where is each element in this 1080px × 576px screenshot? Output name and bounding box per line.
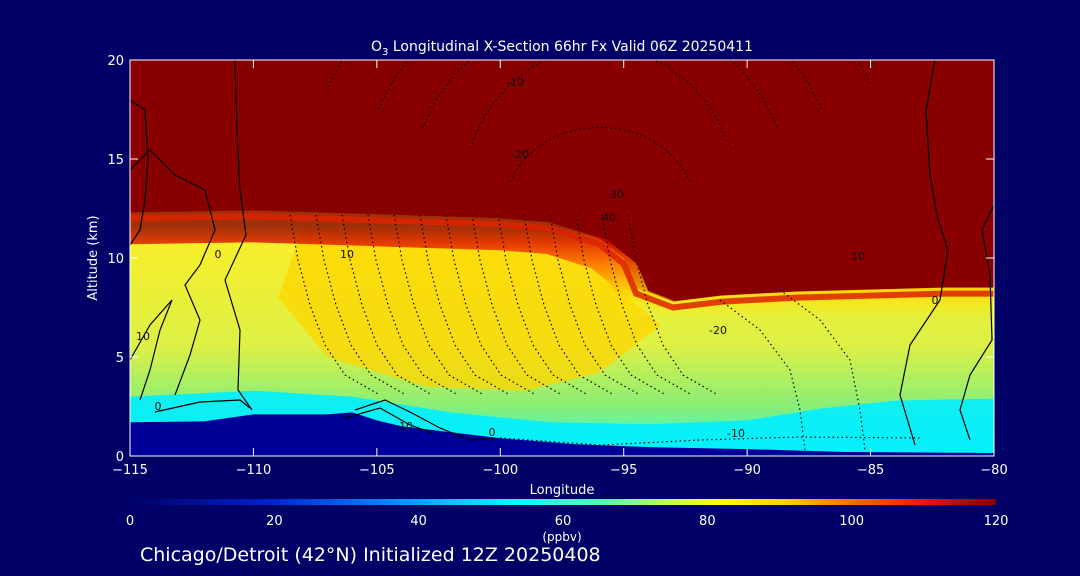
x-tick-label: −110 [236, 463, 272, 478]
x-tick-label: −115 [112, 463, 148, 478]
x-tick-label: −80 [980, 463, 1007, 478]
contour-line-dotted-13 [497, 214, 589, 396]
colorbar-tick-label: 60 [555, 514, 572, 529]
footer-caption: Chicago/Detroit (42°N) Initialized 12Z 2… [140, 544, 601, 566]
colorbar-tick-label: 20 [266, 514, 283, 529]
contour-label: -20 [709, 324, 727, 337]
x-tick-label: −85 [857, 463, 884, 478]
y-tick-label: 5 [116, 351, 124, 366]
ozone-maximum-fill [278, 228, 661, 391]
contour-label: 0 [932, 294, 939, 307]
x-axis: −115 −110 −105 −100 −95 −90 −85 −80 [112, 60, 1008, 478]
contour-line-dotted-20 [779, 289, 866, 451]
chart-title: O3 Longitudinal X-Section 66hr Fx Valid … [371, 39, 753, 58]
contour-line-dotted-10 [419, 214, 511, 396]
contour-label: -30 [606, 188, 624, 201]
colorbar-tick-label: 0 [126, 514, 134, 529]
colorbar [130, 499, 996, 505]
contour-line-solid-8 [344, 407, 433, 434]
contour-line-dotted-19 [719, 299, 806, 451]
tropopause-edge [130, 213, 994, 311]
colorbar-tick-label: 80 [699, 514, 716, 529]
colorbar-unit-label: (ppbv) [542, 530, 581, 544]
y-tick-label: 10 [107, 252, 124, 267]
y-axis: 0 5 10 15 20 [107, 54, 994, 465]
contour-line-solid-3 [130, 299, 173, 401]
contour-line-solid-4 [899, 60, 949, 446]
contour-line-dotted-12 [471, 214, 563, 396]
contour-label: 0 [215, 248, 222, 261]
colorbar-tick-label: 100 [839, 514, 864, 529]
contour-label: -10 [727, 427, 745, 440]
contour-line-dotted-15 [549, 214, 641, 396]
contour-line-solid-7 [354, 399, 496, 441]
contour-line-solid-6 [154, 399, 251, 413]
contour-line-dotted-5 [289, 214, 381, 396]
contour-label: -10 [395, 420, 413, 433]
contour-label: 0 [489, 426, 496, 439]
x-tick-label: −90 [733, 463, 760, 478]
contour-line-dotted-16 [575, 214, 667, 396]
contour-label: 10 [136, 330, 150, 343]
contour-label: 10 [851, 250, 865, 263]
contour-line-dotted-7 [341, 214, 433, 396]
colorbar-ticks: 0 20 40 60 80 100 120 [126, 514, 1009, 529]
contour-line-dotted-18 [627, 214, 719, 396]
y-tick-label: 0 [116, 450, 124, 465]
contour-label: -40 [598, 211, 616, 224]
contour-line-solid-0 [224, 60, 253, 411]
contour-labels: -10 -20 -30 -40 10 0 10 0 -20 -10 10 -10 0 0 [136, 76, 939, 440]
contour-label: -20 [511, 148, 529, 161]
plot-area: -10 -20 -30 -40 10 0 10 0 -20 -10 10 -10 0 0 [130, 60, 994, 456]
terrain [130, 412, 994, 456]
colorbar-tick-label: 120 [984, 514, 1009, 529]
contours [130, 60, 994, 451]
boundary-layer-fill [130, 390, 994, 453]
contour-line-solid-5 [959, 204, 994, 441]
contour-line-solid-1 [130, 149, 216, 396]
contour-label: 0 [155, 400, 162, 413]
contour-line-dotted-14 [523, 214, 615, 396]
contour-line-dotted-17 [601, 214, 693, 396]
colorbar-tick-label: 40 [410, 514, 427, 529]
y-axis-label: Altitude (km) [86, 215, 101, 300]
contour-label: 10 [340, 248, 354, 261]
x-axis-label: Longitude [530, 483, 595, 498]
x-tick-label: −105 [359, 463, 395, 478]
contour-line-dotted-2 [421, 60, 779, 129]
contour-line-dotted-9 [393, 214, 485, 396]
y-tick-label: 15 [107, 153, 124, 168]
contour-line-dotted-6 [315, 214, 407, 396]
tropopause-band [130, 210, 994, 334]
contour-line-dotted-8 [367, 214, 459, 396]
x-tick-label: −95 [610, 463, 637, 478]
contour-line-dotted-11 [445, 214, 537, 396]
y-tick-label: 20 [107, 54, 124, 69]
contour-line-solid-2 [130, 99, 149, 246]
x-tick-label: −100 [482, 463, 518, 478]
contour-label: -10 [506, 76, 524, 89]
